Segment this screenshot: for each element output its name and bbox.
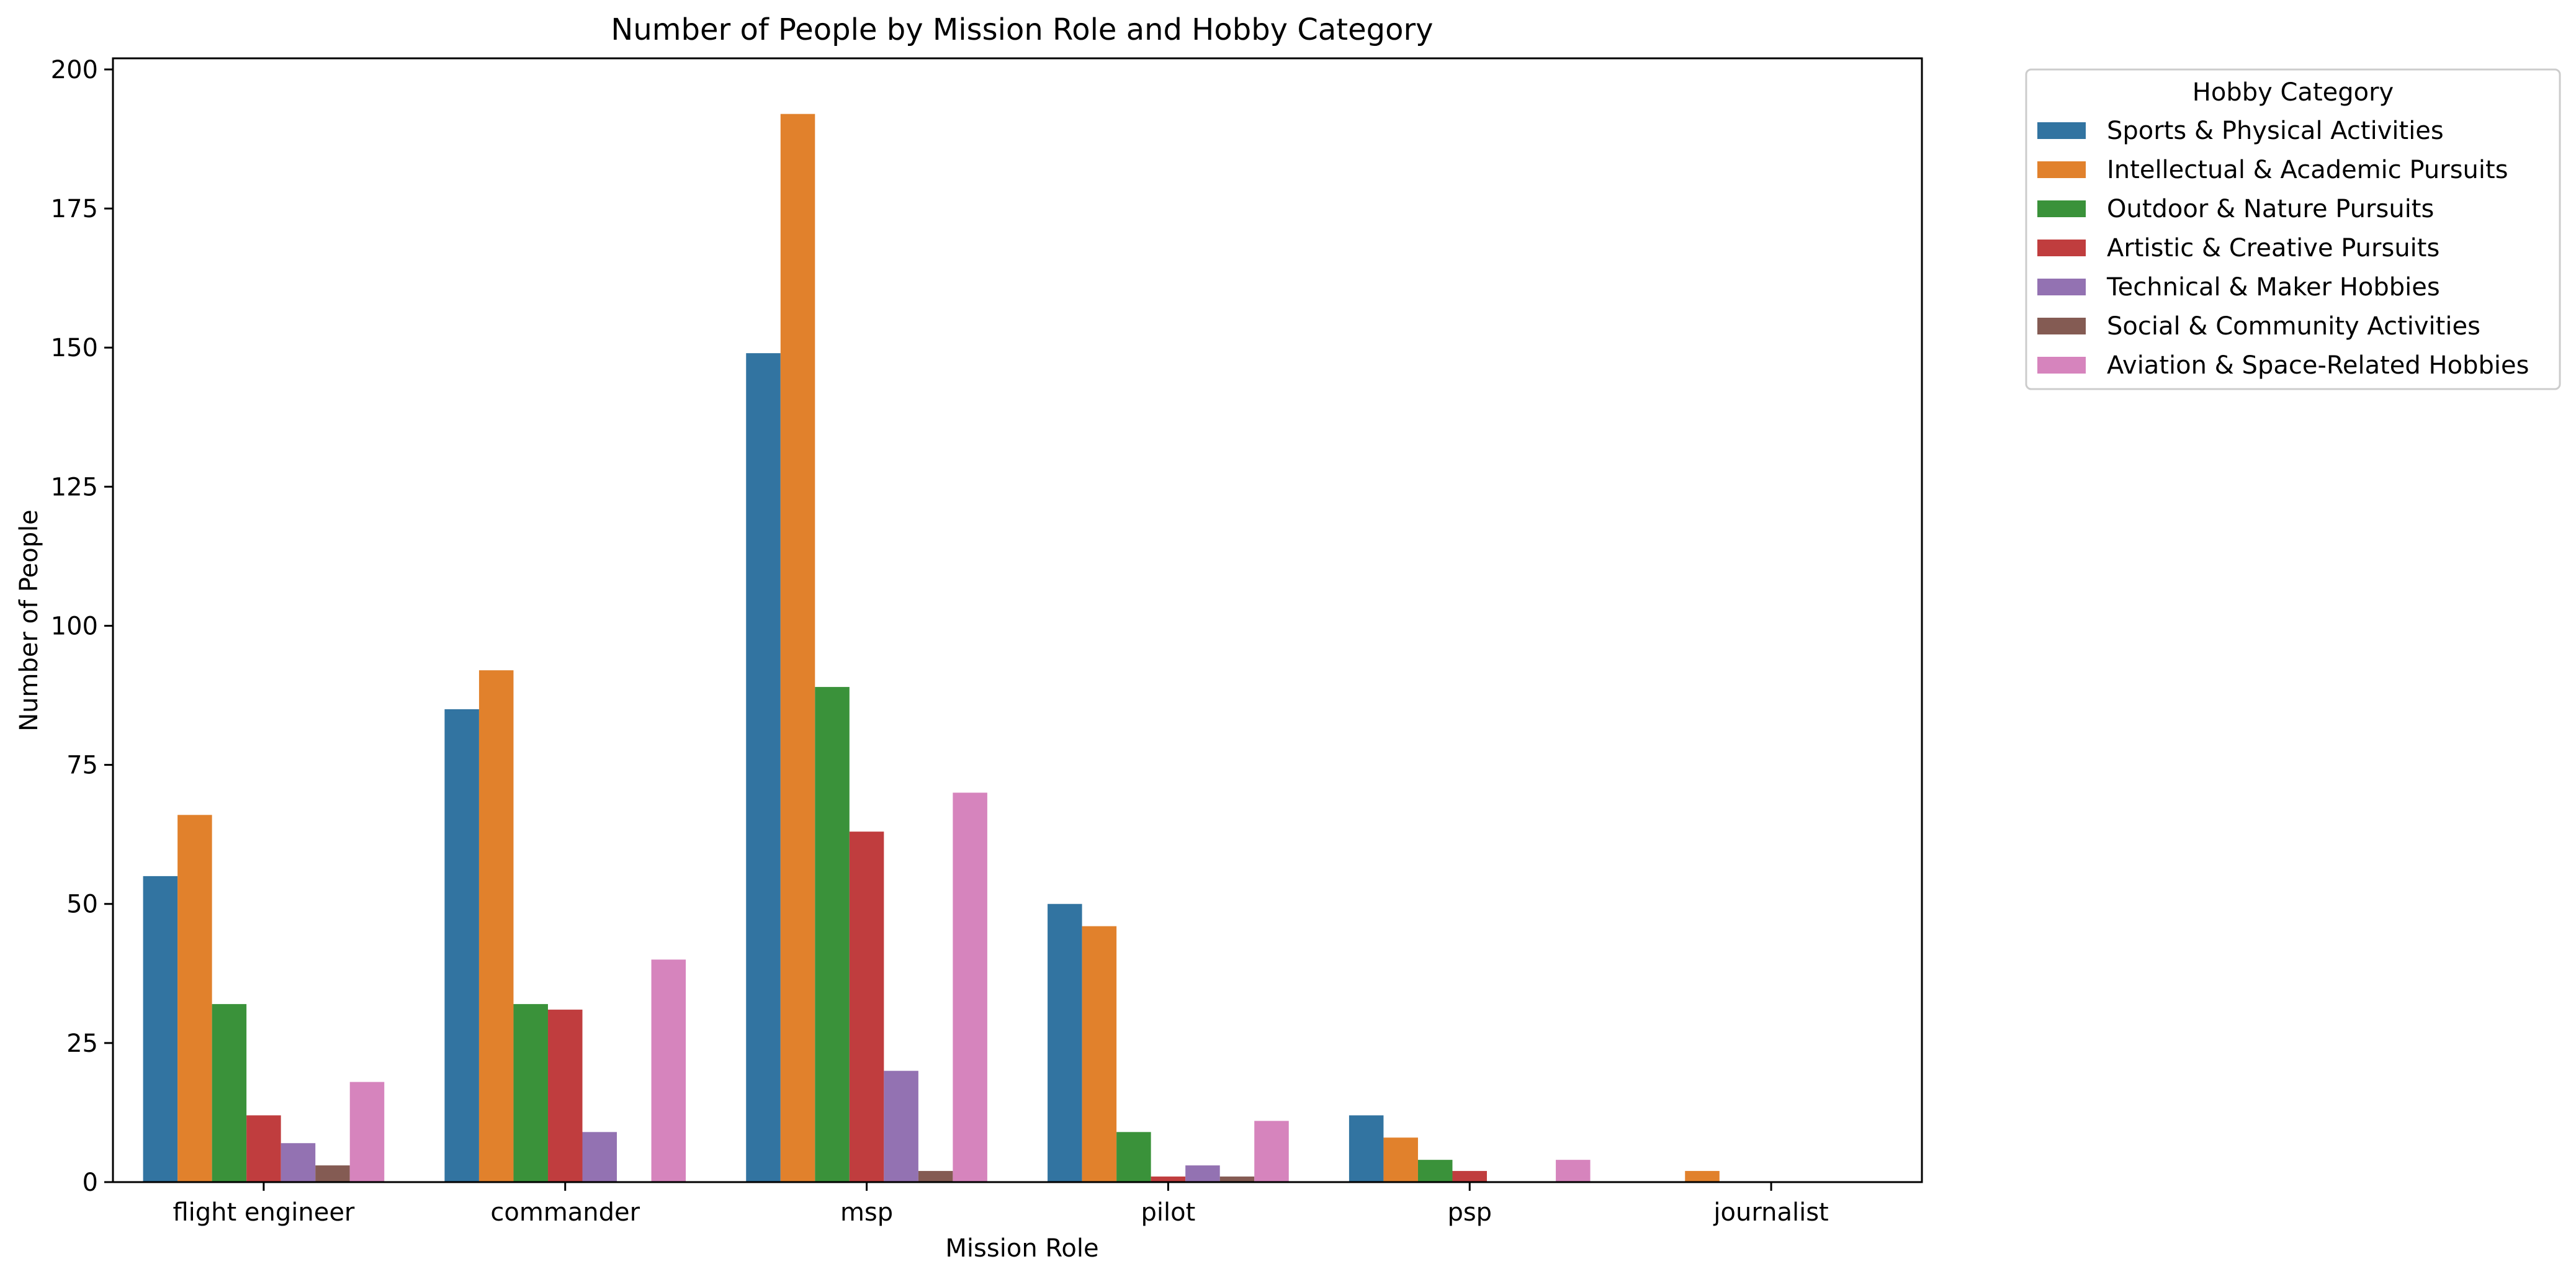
bar — [918, 1171, 953, 1182]
y-tick-label: 75 — [66, 751, 98, 780]
legend-swatch — [2037, 240, 2086, 256]
bar — [1349, 1115, 1384, 1182]
legend-frame — [2025, 68, 2561, 390]
y-tick-label: 150 — [51, 334, 98, 362]
bar — [212, 1004, 247, 1182]
bar — [953, 792, 987, 1182]
y-tick-label: 125 — [51, 473, 98, 501]
y-tick-label: 25 — [66, 1029, 98, 1058]
bar — [1219, 1177, 1255, 1182]
legend-entry-label: Artistic & Creative Pursuits — [2107, 234, 2439, 262]
legend-swatch — [2037, 279, 2086, 295]
bar — [143, 876, 178, 1182]
legend-entry-label: Aviation & Space-Related Hobbies — [2107, 351, 2529, 380]
legend-swatch — [2037, 318, 2086, 334]
bar — [1185, 1165, 1220, 1182]
bar — [1082, 926, 1117, 1182]
bar — [746, 353, 781, 1183]
legend-entry-label: Social & Community Activities — [2107, 312, 2480, 341]
legend-entry-label: Technical & Maker Hobbies — [2106, 273, 2440, 302]
x-tick-label: pilot — [1141, 1198, 1196, 1227]
legend-entry-label: Sports & Physical Activities — [2107, 117, 2444, 145]
bar — [177, 815, 212, 1182]
bar — [1151, 1177, 1186, 1182]
bar — [1048, 903, 1082, 1182]
bar — [444, 709, 479, 1182]
bar — [1116, 1132, 1151, 1182]
x-tick-label: flight engineer — [173, 1198, 354, 1227]
legend-items: Sports & Physical Activities Intellectual… — [2037, 117, 2529, 380]
bar — [246, 1115, 281, 1182]
bar — [884, 1070, 918, 1182]
bar — [1452, 1171, 1488, 1182]
x-tick-label: journalist — [1713, 1198, 1828, 1227]
x-tick-label: psp — [1447, 1198, 1492, 1227]
y-tick-label: 200 — [51, 56, 98, 84]
bar — [1556, 1160, 1591, 1182]
x-axis: flight engineer commander msp pilot psp journ… — [173, 1182, 1829, 1227]
x-tick-label: msp — [840, 1198, 893, 1227]
bar — [1254, 1121, 1289, 1182]
bar — [478, 670, 514, 1182]
bar — [815, 687, 850, 1182]
bars-layer — [143, 114, 1720, 1183]
y-tick-label: 100 — [51, 612, 98, 640]
bar — [780, 114, 815, 1182]
legend: Hobby Category Sports & Physical Activit… — [2025, 68, 2561, 390]
legend-entry-label: Intellectual & Academic Pursuits — [2107, 156, 2508, 184]
y-axis: 0 25 50 75 100 125 150 175 200 — [51, 56, 113, 1197]
legend-swatch — [2037, 161, 2086, 178]
bar — [349, 1082, 385, 1182]
x-tick-label: commander — [490, 1198, 640, 1227]
legend-entry-label: Outdoor & Nature Pursuits — [2107, 195, 2434, 223]
y-tick-label: 175 — [51, 195, 98, 223]
bar — [582, 1132, 617, 1182]
y-tick-label: 0 — [83, 1168, 98, 1197]
bar — [1685, 1171, 1720, 1182]
legend-swatch — [2037, 357, 2086, 374]
y-tick-label: 50 — [66, 890, 98, 919]
legend-title: Hobby Category — [2192, 78, 2394, 107]
bar — [1417, 1160, 1453, 1182]
bar — [513, 1004, 548, 1182]
y-axis-label: Number of People — [15, 509, 43, 732]
bar — [547, 1010, 583, 1182]
plot-frame — [112, 57, 1923, 1183]
legend-swatch — [2037, 200, 2086, 217]
bar — [280, 1143, 316, 1182]
x-axis-label: Mission Role — [945, 1234, 1098, 1263]
legend-swatch — [2037, 122, 2086, 139]
bar — [651, 959, 686, 1182]
chart-title: Number of People by Mission Role and Hob… — [611, 12, 1433, 47]
bar — [315, 1165, 350, 1182]
bar — [1383, 1137, 1418, 1182]
bar — [849, 832, 884, 1182]
